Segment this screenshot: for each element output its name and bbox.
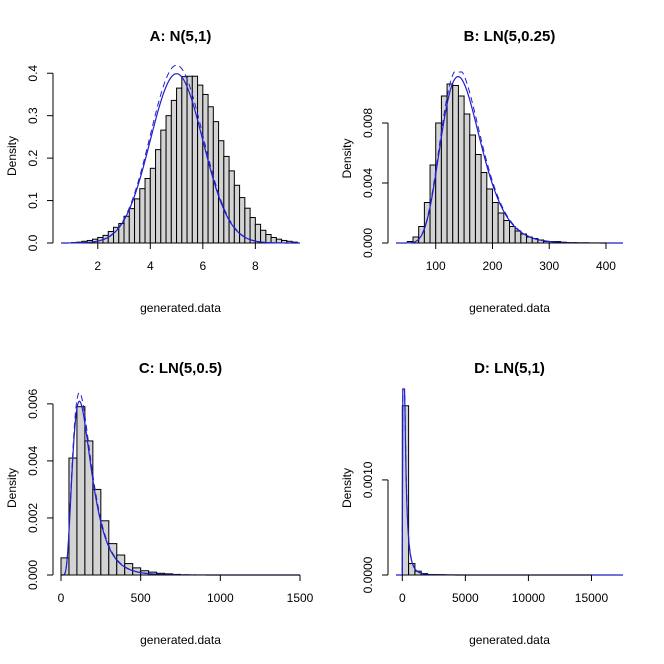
- histogram-bar: [514, 230, 522, 244]
- histogram-bar: [233, 184, 241, 244]
- histogram-bar: [260, 229, 267, 244]
- x-tick-label: 500: [131, 591, 151, 605]
- histogram-bar: [202, 93, 209, 244]
- histogram-bar: [123, 215, 130, 244]
- histogram-bar: [116, 554, 126, 576]
- y-tick-label: 0.1: [26, 192, 40, 209]
- histogram-bar: [509, 226, 516, 244]
- y-axis-label: Density: [340, 138, 354, 178]
- histogram-bar: [469, 134, 476, 244]
- x-tick-label: 6: [199, 259, 206, 273]
- panel-c: C: LN(5,0.5) 0 500 1000 1500 0.000 0.002 0.004 0…: [5, 360, 314, 647]
- y-tick-label: 0.004: [26, 446, 40, 476]
- histogram-bar: [218, 140, 225, 244]
- bars: [60, 406, 182, 576]
- histogram-bar: [181, 76, 188, 244]
- histogram-bar: [486, 188, 493, 244]
- y-tick-label: 0.0010: [361, 461, 375, 498]
- histogram-bar: [503, 220, 511, 244]
- density-curve: [396, 388, 623, 576]
- x-tick-label: 8: [252, 259, 259, 273]
- y-tick-label: 0.008: [361, 108, 375, 138]
- x-axis-label: generated.data: [140, 301, 221, 315]
- histogram-bar: [452, 85, 459, 244]
- histogram-bar: [265, 234, 272, 244]
- chart-title: D: LN(5,1): [474, 360, 545, 377]
- x-axis-label: generated.data: [140, 633, 221, 647]
- bars: [401, 405, 460, 576]
- y-tick-label: 0.0000: [361, 556, 375, 593]
- chart-title: A: N(5,1): [150, 28, 212, 45]
- y-tick-label: 0.2: [26, 149, 40, 166]
- x-tick-label: 2: [94, 259, 101, 273]
- x-tick-label: 200: [482, 259, 502, 273]
- histogram-bar: [160, 129, 167, 244]
- histogram-bar: [254, 223, 262, 244]
- histogram-bar: [249, 217, 256, 244]
- y-tick-label: 0.0: [26, 234, 40, 251]
- histogram-bar: [134, 198, 141, 244]
- histogram-bar: [463, 113, 471, 244]
- y-tick-label: 0.002: [26, 503, 40, 533]
- histogram-bar: [474, 154, 482, 244]
- histogram-bar: [165, 115, 172, 244]
- x-tick-label: 15000: [575, 591, 609, 605]
- x-tick-label: 5000: [452, 591, 479, 605]
- histogram-bar: [457, 95, 465, 244]
- histogram-bar: [155, 149, 162, 244]
- y-tick-label: 0.3: [26, 107, 40, 124]
- histogram-bar: [149, 167, 157, 244]
- histogram-bar: [144, 177, 151, 244]
- histogram-bar: [491, 202, 499, 244]
- bars: [71, 75, 298, 244]
- reference-density-curve-dashed: [396, 388, 623, 576]
- y-tick-label: 0.004: [361, 168, 375, 198]
- histogram-bar: [128, 208, 136, 244]
- histogram-bar: [170, 99, 178, 244]
- x-tick-label: 1500: [287, 591, 314, 605]
- x-axis-label: generated.data: [469, 301, 550, 315]
- histogram-bar: [480, 172, 488, 244]
- y-axis-label: Density: [5, 468, 19, 508]
- x-tick-label: 100: [426, 259, 446, 273]
- histogram-bar: [176, 87, 183, 244]
- y-tick-label: 0.000: [26, 560, 40, 590]
- x-tick-label: 0: [58, 591, 65, 605]
- histogram-bar: [408, 563, 416, 576]
- x-tick-label: 400: [596, 259, 616, 273]
- density-curve: [61, 73, 300, 244]
- panel-b: B: LN(5,0.25) 100 200 300 400 0.000 0.004 0.008…: [340, 28, 623, 315]
- histogram-bar: [497, 212, 505, 244]
- x-tick-label: 300: [539, 259, 559, 273]
- histogram-bar: [186, 75, 193, 244]
- panel-d: D: LN(5,1) 0 5000 10000 15000 0.0000 0.0010 gen…: [340, 360, 623, 647]
- histogram-bar: [446, 83, 454, 244]
- x-tick-label: 10000: [512, 591, 546, 605]
- histogram-bar: [191, 75, 199, 244]
- histogram-bar: [76, 406, 86, 576]
- y-tick-label: 0.4: [26, 65, 40, 82]
- chart-title: C: LN(5,0.5): [139, 360, 222, 377]
- y-axis-label: Density: [340, 468, 354, 508]
- histogram-bar: [84, 440, 94, 576]
- histogram-bar: [223, 155, 230, 244]
- chart-title: B: LN(5,0.25): [464, 28, 556, 45]
- x-tick-label: 0: [399, 591, 406, 605]
- panel-a: A: N(5,1) 2 4 6 8 0.0 0.1 0.2 0.3 0.4 generated.da…: [5, 28, 300, 315]
- y-tick-label: 0.000: [361, 228, 375, 258]
- x-axis-label: generated.data: [469, 633, 550, 647]
- y-tick-label: 0.006: [26, 389, 40, 419]
- x-tick-label: 1000: [207, 591, 234, 605]
- histogram-bar: [197, 84, 204, 244]
- histogram-bar: [228, 170, 235, 244]
- y-axis-label: Density: [5, 136, 19, 176]
- histogram-bar: [139, 188, 146, 244]
- reference-density-curve-dashed: [61, 391, 300, 576]
- x-tick-label: 4: [147, 259, 154, 273]
